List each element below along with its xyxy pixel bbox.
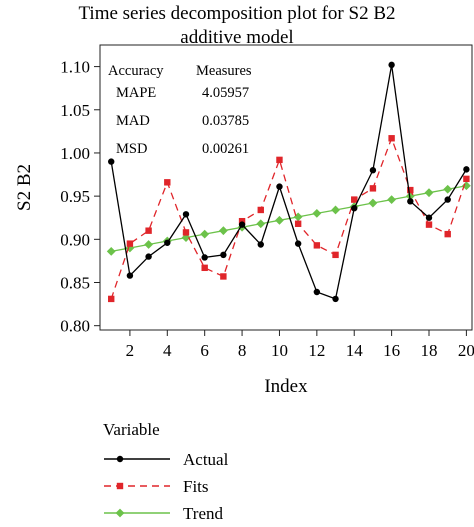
chart-title-line: Time series decomposition plot for S2 B2 bbox=[78, 3, 395, 24]
point-actual bbox=[126, 272, 134, 279]
point-actual bbox=[407, 198, 414, 205]
point-actual bbox=[444, 196, 451, 203]
x-tick-label: 4 bbox=[163, 341, 172, 360]
point-trend bbox=[256, 219, 266, 229]
point-trend bbox=[331, 205, 340, 215]
legend-marker-trend bbox=[115, 508, 125, 518]
legend-label-actual: Actual bbox=[183, 450, 229, 469]
point-actual bbox=[313, 288, 321, 296]
point-fits bbox=[463, 175, 470, 183]
point-actual bbox=[369, 167, 377, 174]
x-tick-label: 10 bbox=[271, 341, 288, 360]
point-fits bbox=[201, 264, 208, 272]
point-actual bbox=[294, 240, 302, 247]
accuracy-value: 4.05957 bbox=[202, 85, 249, 101]
point-trend bbox=[144, 240, 154, 249]
chart-title-line: additive model bbox=[180, 27, 293, 48]
accuracy-label: MAD bbox=[116, 113, 150, 129]
x-tick-label: 2 bbox=[126, 341, 135, 360]
point-trend bbox=[368, 198, 378, 208]
point-fits bbox=[164, 179, 171, 186]
point-trend bbox=[424, 188, 434, 198]
point-actual bbox=[332, 295, 339, 303]
point-trend bbox=[443, 184, 453, 194]
accuracy-label: MSD bbox=[116, 141, 147, 157]
point-actual bbox=[220, 251, 227, 259]
point-actual bbox=[388, 61, 395, 69]
point-actual bbox=[164, 239, 171, 246]
y-tick-label: 1.05 bbox=[60, 101, 90, 120]
point-trend bbox=[181, 233, 191, 242]
point-fits bbox=[238, 217, 246, 225]
point-fits bbox=[276, 156, 283, 164]
point-trend bbox=[387, 195, 397, 204]
series-line-actual bbox=[110, 64, 467, 300]
point-trend bbox=[275, 215, 284, 225]
point-actual bbox=[145, 253, 152, 260]
x-tick-label: 18 bbox=[421, 341, 438, 360]
point-actual bbox=[351, 205, 358, 212]
y-tick-label: 1.10 bbox=[60, 58, 90, 77]
point-fits bbox=[388, 135, 395, 142]
legend-label-fits: Fits bbox=[183, 477, 209, 496]
point-fits bbox=[182, 229, 190, 236]
x-tick-label: 12 bbox=[308, 341, 325, 360]
point-trend bbox=[461, 181, 471, 191]
point-trend bbox=[106, 247, 116, 256]
point-trend bbox=[200, 229, 210, 239]
accuracy-value: 0.03785 bbox=[202, 113, 249, 129]
x-tick-label: 14 bbox=[346, 341, 364, 360]
x-axis-label: Index bbox=[264, 376, 308, 397]
legend-label-trend: Trend bbox=[183, 504, 223, 523]
accuracy-value: 0.00261 bbox=[202, 141, 249, 157]
x-tick-label: 16 bbox=[383, 341, 400, 360]
point-actual bbox=[257, 241, 264, 248]
point-fits bbox=[351, 196, 358, 203]
y-tick-label: 0.80 bbox=[60, 317, 90, 336]
point-actual bbox=[276, 183, 283, 190]
y-tick-label: 1.00 bbox=[60, 144, 90, 163]
legend-marker-actual bbox=[116, 455, 124, 463]
point-actual bbox=[425, 214, 433, 221]
point-fits bbox=[425, 221, 433, 228]
point-fits bbox=[313, 242, 321, 249]
y-tick-label: 0.85 bbox=[60, 274, 90, 293]
point-actual bbox=[201, 254, 208, 261]
point-trend bbox=[218, 226, 228, 236]
x-tick-label: 8 bbox=[238, 341, 247, 360]
point-actual bbox=[463, 166, 470, 173]
accuracy-label: MAPE bbox=[116, 85, 156, 101]
point-fits bbox=[407, 186, 414, 194]
point-trend bbox=[312, 209, 322, 218]
point-fits bbox=[108, 295, 115, 303]
point-fits bbox=[145, 227, 152, 234]
point-trend bbox=[293, 212, 303, 222]
point-fits bbox=[126, 240, 134, 247]
point-fits bbox=[257, 206, 264, 214]
point-actual bbox=[238, 221, 246, 228]
point-fits bbox=[332, 251, 339, 259]
plot-frame bbox=[99, 44, 473, 331]
y-tick-label: 0.90 bbox=[60, 230, 90, 249]
legend-marker-fits bbox=[116, 482, 124, 490]
y-axis-label: S2 B2 bbox=[14, 164, 35, 211]
point-fits bbox=[220, 273, 227, 280]
point-fits bbox=[294, 220, 302, 227]
measures-header: Measures bbox=[196, 63, 252, 79]
point-actual bbox=[108, 158, 115, 165]
point-fits bbox=[444, 230, 451, 238]
accuracy-header: Accuracy bbox=[108, 63, 164, 79]
point-fits bbox=[369, 185, 377, 192]
legend-title: Variable bbox=[103, 420, 160, 439]
point-actual bbox=[182, 211, 190, 218]
y-tick-label: 0.95 bbox=[60, 187, 90, 206]
x-tick-label: 20 bbox=[458, 341, 474, 360]
x-tick-label: 6 bbox=[200, 341, 209, 360]
